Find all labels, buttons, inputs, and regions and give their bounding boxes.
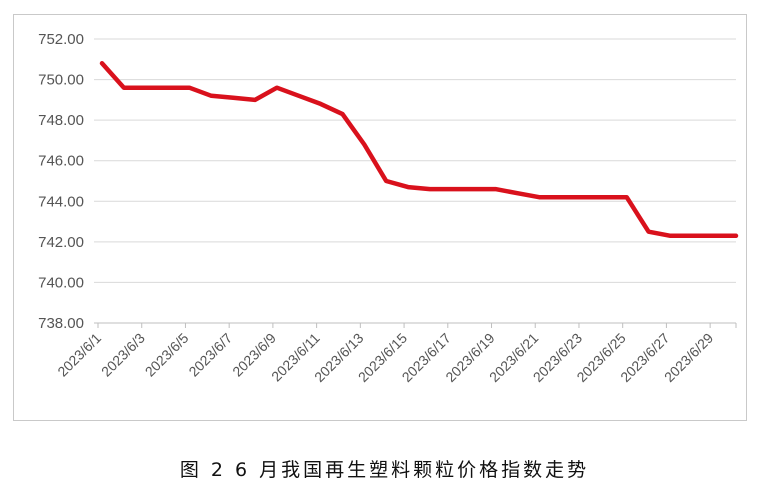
- chart-frame: 752.00 750.00 748.00 746.00 744.00 742.00 740.…: [13, 14, 747, 421]
- x-axis-ticks: 2023/6/12023/6/32023/6/52023/6/72023/6/9…: [54, 330, 716, 386]
- x-tick-label: 2023/6/3: [98, 330, 148, 380]
- series-line: [99, 61, 739, 239]
- x-tick-label: 2023/6/5: [142, 330, 192, 380]
- y-tick-label: 746.00: [38, 153, 84, 170]
- y-tick-label: 748.00: [38, 112, 84, 129]
- y-tick-label: 750.00: [38, 72, 84, 89]
- x-tick-label: 2023/6/7: [185, 330, 235, 380]
- x-axis: [94, 322, 737, 328]
- y-tick-label: 752.00: [38, 31, 84, 48]
- x-tick-label: 2023/6/1: [54, 330, 104, 380]
- line-chart: 752.00 750.00 748.00 746.00 744.00 742.00 740.…: [38, 31, 739, 386]
- y-tick-label: 744.00: [38, 193, 84, 210]
- series-layer: [99, 61, 739, 239]
- figure-caption: 图 2 6 月我国再生塑料颗粒价格指数走势: [179, 459, 590, 481]
- gridlines: [94, 38, 736, 283]
- y-axis-ticks: 752.00 750.00 748.00 746.00 744.00 742.00 740.…: [38, 31, 84, 332]
- y-tick-label: 738.00: [38, 315, 84, 332]
- y-tick-label: 742.00: [38, 234, 84, 251]
- y-tick-label: 740.00: [38, 274, 84, 291]
